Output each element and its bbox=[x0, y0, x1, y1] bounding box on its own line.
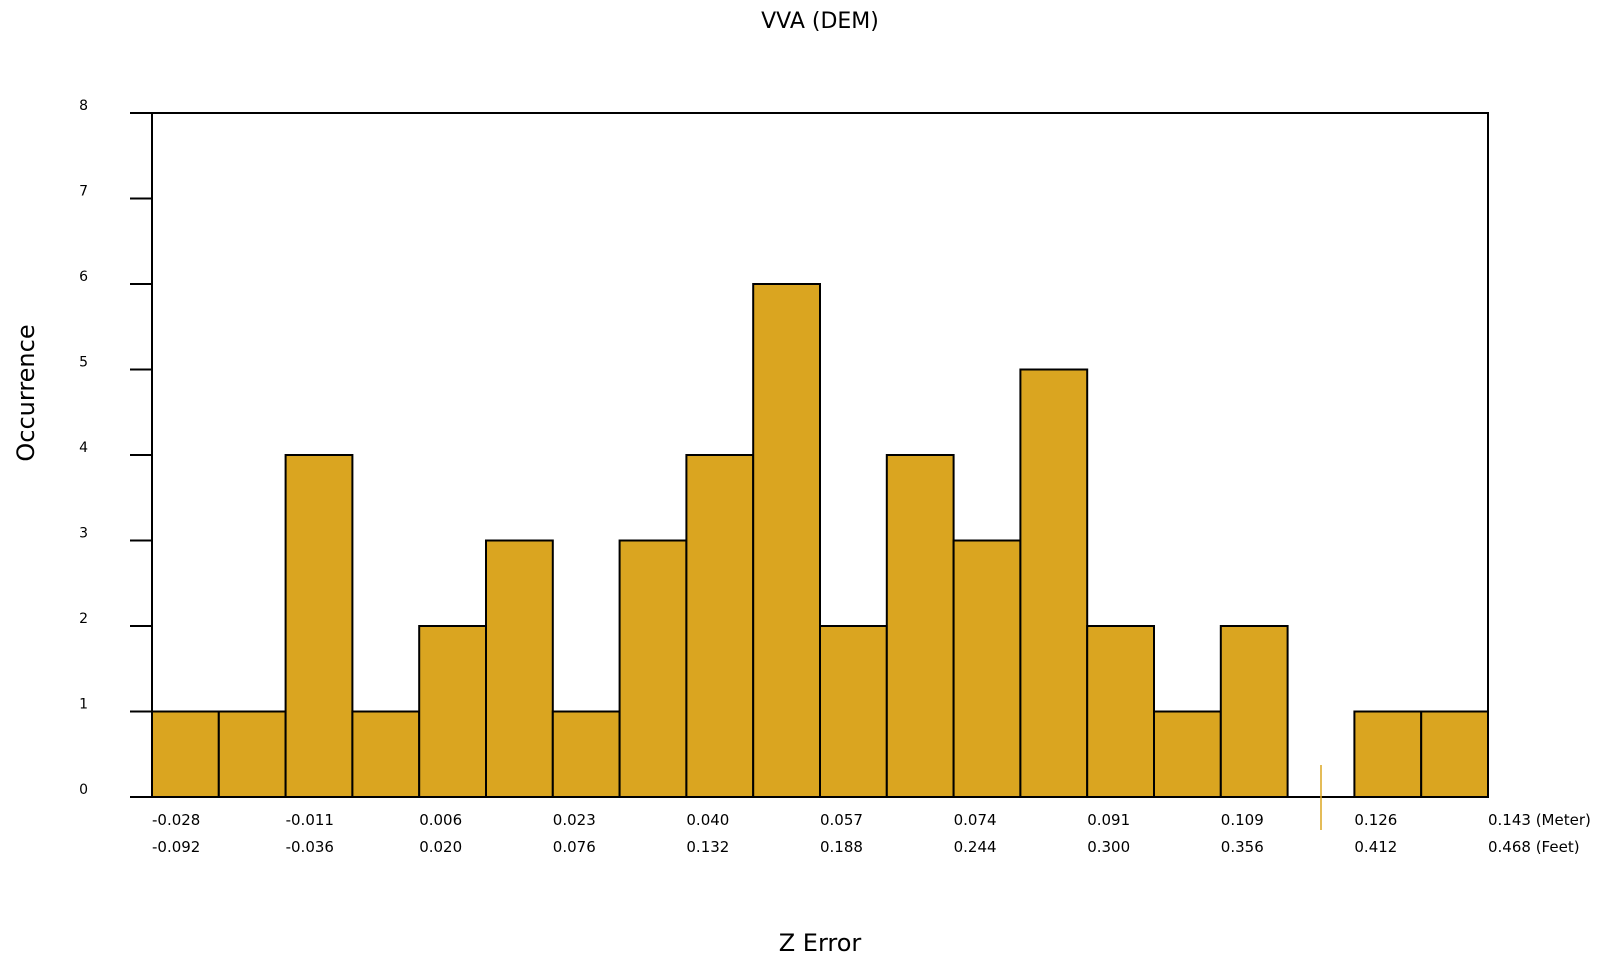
histogram-bar bbox=[685, 454, 755, 798]
histogram-bar bbox=[752, 283, 822, 798]
histogram-bar bbox=[885, 454, 955, 798]
histogram-bar bbox=[819, 625, 888, 798]
x-tick-label-feet: 0.300 bbox=[1087, 838, 1130, 856]
histogram-bar bbox=[952, 539, 1022, 798]
x-tick-label-feet: -0.036 bbox=[286, 838, 334, 856]
y-tick-label: 1 bbox=[79, 697, 88, 713]
x-tick-label-meter: -0.028 bbox=[152, 811, 200, 829]
y-tick-label: 6 bbox=[79, 269, 88, 285]
y-tick-label: 8 bbox=[79, 98, 88, 114]
x-tick-label-feet: 0.244 bbox=[954, 838, 997, 856]
histogram-bar bbox=[418, 625, 488, 798]
x-tick-label-meter: 0.143 (Meter) bbox=[1488, 811, 1591, 829]
histogram-bar bbox=[217, 710, 287, 798]
histogram-bar bbox=[151, 710, 220, 798]
histogram-bar bbox=[1353, 710, 1423, 798]
y-tick-label: 5 bbox=[79, 355, 88, 371]
histogram-bar bbox=[618, 539, 688, 798]
histogram-bar bbox=[1019, 368, 1089, 798]
x-tick-label-meter: 0.023 bbox=[553, 811, 596, 829]
x-tick-label-feet: 0.076 bbox=[553, 838, 596, 856]
x-tick-label-feet: 0.132 bbox=[686, 838, 729, 856]
x-tick-label-meter: 0.126 bbox=[1354, 811, 1397, 829]
x-tick-label-meter: 0.006 bbox=[419, 811, 462, 829]
y-tick-label: 3 bbox=[79, 526, 88, 542]
y-tick-label: 4 bbox=[79, 440, 88, 456]
x-tick-label-feet: 0.188 bbox=[820, 838, 863, 856]
chart-title: VVA (DEM) bbox=[761, 9, 879, 34]
x-axis-title: Z Error bbox=[779, 929, 862, 955]
y-tick-label: 0 bbox=[79, 782, 88, 798]
histogram-bar bbox=[1086, 625, 1155, 798]
x-tick-label-feet: 0.468 (Feet) bbox=[1488, 838, 1580, 856]
y-tick-label: 2 bbox=[79, 611, 88, 627]
y-axis-title: Occurrence bbox=[12, 324, 40, 461]
y-tick-label: 7 bbox=[79, 184, 88, 200]
x-tick-label-meter: 0.057 bbox=[820, 811, 863, 829]
x-tick-label-feet: -0.092 bbox=[152, 838, 200, 856]
histogram-bar bbox=[351, 710, 421, 798]
histogram-bar bbox=[1153, 710, 1222, 798]
x-tick-label-feet: 0.356 bbox=[1221, 838, 1264, 856]
bars-group bbox=[151, 283, 1489, 798]
x-tick-label-feet: 0.020 bbox=[419, 838, 462, 856]
x-axis: -0.028 -0.092 -0.011 -0.036 0.006 0.020 0.023 0… bbox=[152, 811, 1591, 856]
histogram-bar bbox=[1420, 710, 1489, 798]
x-tick-label-meter: 0.109 bbox=[1221, 811, 1264, 829]
histogram-bar bbox=[485, 539, 554, 798]
x-tick-label-meter: -0.011 bbox=[286, 811, 334, 829]
histogram-bar bbox=[551, 710, 621, 798]
y-axis: 0 1 2 3 4 5 6 7 8 bbox=[79, 98, 152, 798]
x-tick-label-feet: 0.412 bbox=[1354, 838, 1397, 856]
x-tick-label-meter: 0.091 bbox=[1087, 811, 1130, 829]
x-tick-label-meter: 0.074 bbox=[954, 811, 997, 829]
x-tick-label-meter: 0.040 bbox=[686, 811, 729, 829]
histogram-bar bbox=[1219, 625, 1289, 798]
histogram-bar bbox=[284, 454, 354, 798]
